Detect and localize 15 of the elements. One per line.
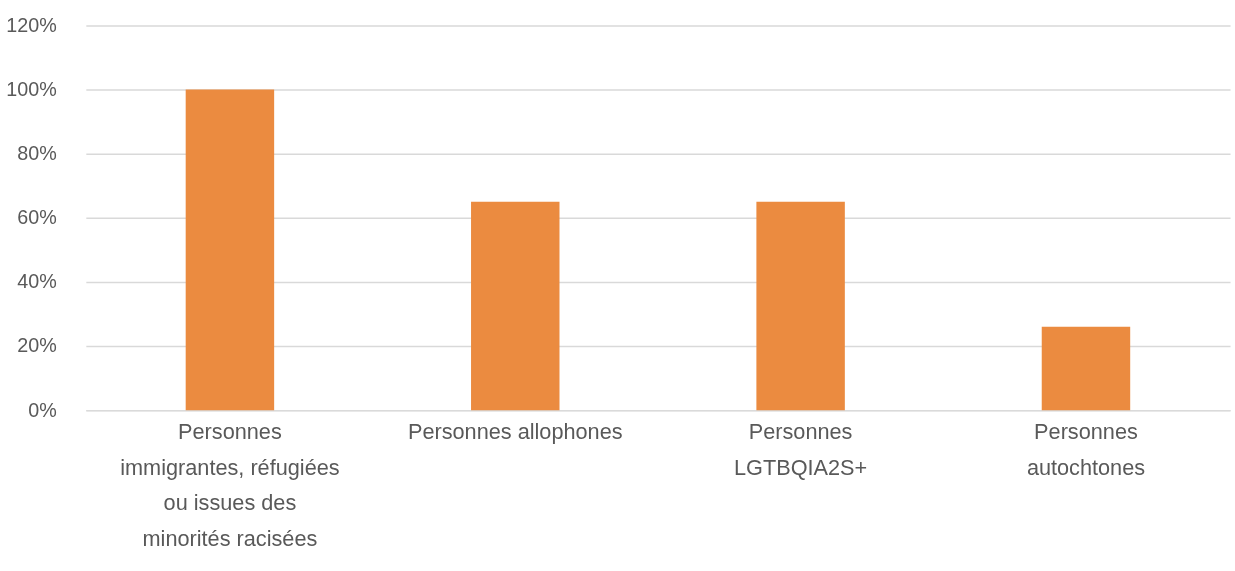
y-tick-label: 60% — [17, 206, 57, 229]
y-tick-label: 40% — [17, 270, 57, 293]
bar — [756, 201, 845, 411]
bar — [185, 89, 275, 411]
bar — [471, 201, 560, 411]
y-tick-label: 120% — [6, 13, 57, 36]
y-tick-label: 20% — [17, 334, 57, 357]
x-tick-label: Personnes autochtones — [1026, 419, 1146, 480]
y-tick-label: 100% — [6, 78, 57, 101]
y-tick-label: 80% — [17, 142, 57, 165]
bar — [1041, 326, 1131, 411]
x-tick-label: Personnes LGTBQIA2S+ — [734, 419, 868, 480]
y-tick-label: 0% — [28, 398, 57, 421]
x-tick-label: Personnes immigrantes, réfugiées ou issues des minorités racisées — [120, 419, 340, 551]
x-tick-label: Personnes allophones — [407, 419, 623, 445]
